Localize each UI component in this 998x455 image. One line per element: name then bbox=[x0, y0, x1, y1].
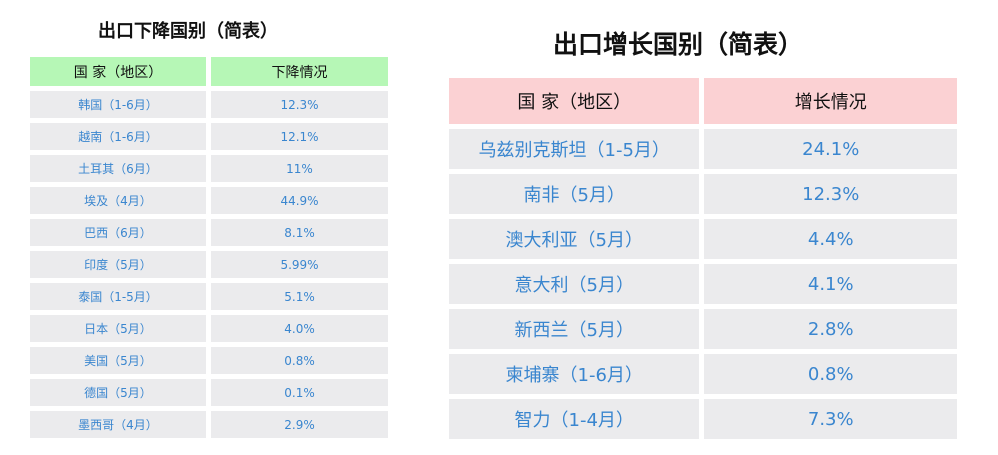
value-cell: 4.0% bbox=[211, 315, 388, 342]
country-cell: 墨西哥（4月） bbox=[30, 411, 206, 438]
value-cell: 12.1% bbox=[211, 123, 388, 150]
country-cell: 埃及（4月） bbox=[30, 187, 206, 214]
value-cell: 0.1% bbox=[211, 379, 388, 406]
value-cell: 12.3% bbox=[211, 91, 388, 118]
table-row: 墨西哥（4月） 2.9% bbox=[30, 411, 388, 438]
country-cell: 澳大利亚（5月） bbox=[449, 219, 700, 259]
table-row: 美国（5月） 0.8% bbox=[30, 347, 388, 374]
country-cell: 日本（5月） bbox=[30, 315, 206, 342]
table-row: 巴西（6月） 8.1% bbox=[30, 219, 388, 246]
value-cell: 4.1% bbox=[704, 264, 957, 304]
value-cell: 2.8% bbox=[704, 309, 957, 349]
table-row: 乌兹别克斯坦（1-5月） 24.1% bbox=[449, 129, 957, 169]
header-decline: 下降情况 bbox=[211, 57, 388, 86]
value-cell: 4.4% bbox=[704, 219, 957, 259]
value-cell: 7.3% bbox=[704, 399, 957, 439]
value-cell: 5.99% bbox=[211, 251, 388, 278]
table-row: 智力（1-4月） 7.3% bbox=[449, 399, 957, 439]
table-row: 德国（5月） 0.1% bbox=[30, 379, 388, 406]
table-row: 土耳其（6月） 11% bbox=[30, 155, 388, 182]
header-country: 国 家（地区） bbox=[30, 57, 206, 86]
header-growth: 增长情况 bbox=[704, 78, 957, 124]
export-growth-title: 出口增长国别（简表） bbox=[553, 30, 804, 59]
country-cell: 美国（5月） bbox=[30, 347, 206, 374]
country-cell: 泰国（1-5月） bbox=[30, 283, 206, 310]
country-cell: 土耳其（6月） bbox=[30, 155, 206, 182]
country-cell: 韩国（1-6月） bbox=[30, 91, 206, 118]
value-cell: 8.1% bbox=[211, 219, 388, 246]
table-row: 埃及（4月） 44.9% bbox=[30, 187, 388, 214]
export-decline-title: 出口下降国别（简表） bbox=[98, 21, 278, 42]
value-cell: 0.8% bbox=[704, 354, 957, 394]
table-row: 柬埔寨（1-6月） 0.8% bbox=[449, 354, 957, 394]
value-cell: 11% bbox=[211, 155, 388, 182]
value-cell: 24.1% bbox=[704, 129, 957, 169]
export-decline-table: 国 家（地区） 下降情况 韩国（1-6月） 12.3% 越南（1-6月） 12.1%… bbox=[25, 52, 393, 443]
table-row: 越南（1-6月） 12.1% bbox=[30, 123, 388, 150]
table-row: 意大利（5月） 4.1% bbox=[449, 264, 957, 304]
country-cell: 德国（5月） bbox=[30, 379, 206, 406]
table-row: 澳大利亚（5月） 4.4% bbox=[449, 219, 957, 259]
country-cell: 柬埔寨（1-6月） bbox=[449, 354, 700, 394]
value-cell: 0.8% bbox=[211, 347, 388, 374]
country-cell: 印度（5月） bbox=[30, 251, 206, 278]
country-cell: 新西兰（5月） bbox=[449, 309, 700, 349]
country-cell: 智力（1-4月） bbox=[449, 399, 700, 439]
table-row: 泰国（1-5月） 5.1% bbox=[30, 283, 388, 310]
value-cell: 5.1% bbox=[211, 283, 388, 310]
table-row: 日本（5月） 4.0% bbox=[30, 315, 388, 342]
table-header-row: 国 家（地区） 增长情况 bbox=[449, 78, 957, 124]
table-header-row: 国 家（地区） 下降情况 bbox=[30, 57, 388, 86]
country-cell: 南非（5月） bbox=[449, 174, 700, 214]
country-cell: 乌兹别克斯坦（1-5月） bbox=[449, 129, 700, 169]
country-cell: 意大利（5月） bbox=[449, 264, 700, 304]
export-growth-table: 国 家（地区） 增长情况 乌兹别克斯坦（1-5月） 24.1% 南非（5月） 12.… bbox=[444, 73, 962, 444]
table-row: 印度（5月） 5.99% bbox=[30, 251, 388, 278]
country-cell: 越南（1-6月） bbox=[30, 123, 206, 150]
value-cell: 12.3% bbox=[704, 174, 957, 214]
header-country: 国 家（地区） bbox=[449, 78, 700, 124]
table-row: 韩国（1-6月） 12.3% bbox=[30, 91, 388, 118]
table-row: 南非（5月） 12.3% bbox=[449, 174, 957, 214]
value-cell: 44.9% bbox=[211, 187, 388, 214]
value-cell: 2.9% bbox=[211, 411, 388, 438]
country-cell: 巴西（6月） bbox=[30, 219, 206, 246]
table-row: 新西兰（5月） 2.8% bbox=[449, 309, 957, 349]
